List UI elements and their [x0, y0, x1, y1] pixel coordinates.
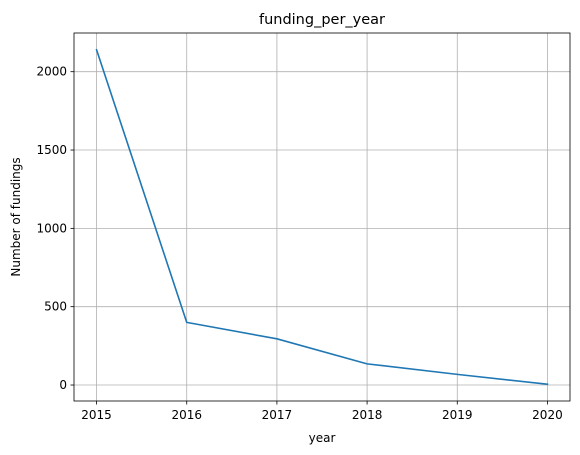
x-tick-label: 2016 — [171, 408, 202, 422]
series-line — [95, 48, 549, 386]
x-tick-label: 2018 — [352, 408, 383, 422]
y-tick-label: 1000 — [36, 221, 67, 235]
x-axis-ticks: 2015 2016 2017 2018 2019 2020 — [81, 401, 563, 422]
y-tick-label: 2000 — [36, 65, 67, 79]
x-tick-label: 2017 — [262, 408, 293, 422]
grid-lines — [74, 33, 570, 401]
y-axis-ticks: 0 500 1000 1500 2000 — [36, 65, 74, 392]
x-tick-label: 2019 — [442, 408, 473, 422]
series-layer — [95, 48, 549, 386]
x-tick-label: 2020 — [532, 408, 563, 422]
y-axis-label: Number of fundings — [9, 157, 23, 276]
y-tick-label: 0 — [59, 378, 67, 392]
plot-frame — [73, 32, 571, 402]
y-tick-label: 1500 — [36, 143, 67, 157]
y-tick-label: 500 — [44, 300, 67, 314]
x-axis-label: year — [309, 431, 336, 445]
chart-title: funding_per_year — [259, 12, 385, 28]
x-tick-label: 2015 — [81, 408, 112, 422]
